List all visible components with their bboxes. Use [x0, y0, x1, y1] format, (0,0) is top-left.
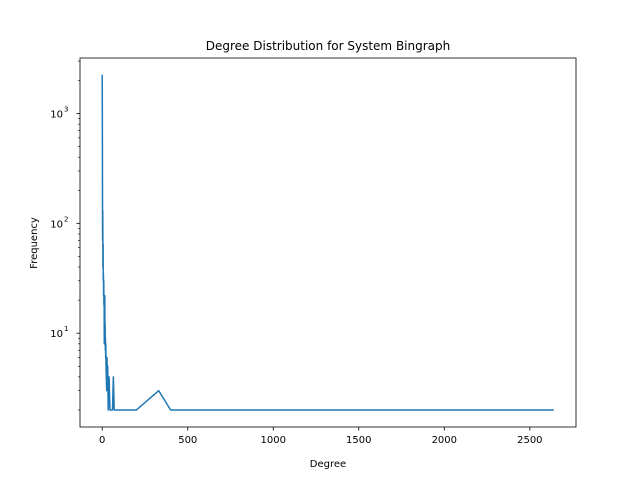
y-tick-label-1: 10 — [50, 219, 63, 230]
y-tick-exponent-2: 3 — [64, 105, 68, 113]
x-tick-label-5: 2500 — [517, 435, 542, 446]
series-layer — [101, 74, 554, 411]
x-tick-label-4: 2000 — [432, 435, 457, 446]
chart-title: Degree Distribution for System Bingraph — [206, 39, 451, 53]
plot-frame — [79, 57, 577, 428]
y-axis-label: Frequency — [29, 217, 40, 269]
x-tick-label-0: 0 — [99, 435, 105, 446]
y-tick-label-0: 10 — [50, 329, 63, 340]
y-tick-label-2: 10 — [50, 109, 63, 120]
y-tick-exponent-0: 1 — [64, 325, 68, 333]
x-tick-label-3: 1500 — [346, 435, 371, 446]
x-tick-label-2: 1000 — [261, 435, 286, 446]
y-tick-exponent-1: 2 — [64, 215, 68, 223]
x-tick-label-1: 500 — [178, 435, 197, 446]
x-axis-label: Degree — [310, 459, 346, 470]
series-line-0 — [101, 74, 554, 411]
